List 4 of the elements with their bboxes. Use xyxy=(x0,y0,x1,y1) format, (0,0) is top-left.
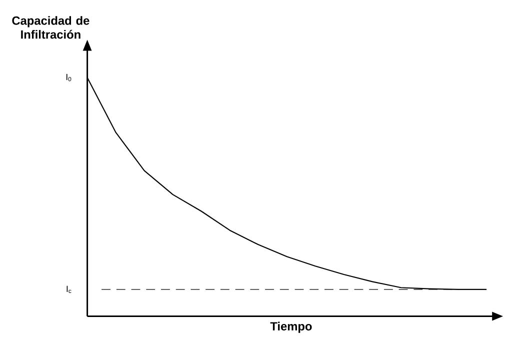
y-axis-title: Capacidad de Infiltración xyxy=(12,16,90,39)
ref-line-label: I$_{c}$ xyxy=(66,286,72,293)
x-axis-title: Tiempo xyxy=(270,322,312,333)
text: I$_{0}$ xyxy=(66,74,72,82)
